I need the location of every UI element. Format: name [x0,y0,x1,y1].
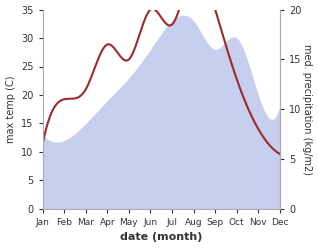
Y-axis label: max temp (C): max temp (C) [5,75,16,143]
X-axis label: date (month): date (month) [120,232,203,243]
Y-axis label: med. precipitation (kg/m2): med. precipitation (kg/m2) [302,44,313,175]
